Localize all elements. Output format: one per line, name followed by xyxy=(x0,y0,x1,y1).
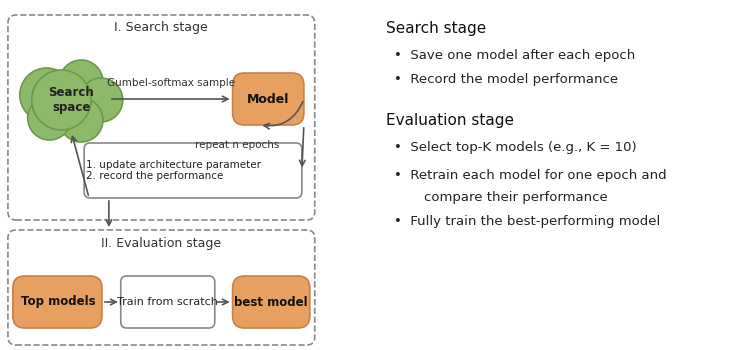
FancyBboxPatch shape xyxy=(13,276,102,328)
Text: Gumbel-softmax sample: Gumbel-softmax sample xyxy=(107,78,235,88)
Text: repeat n epochs: repeat n epochs xyxy=(195,140,280,150)
Text: 1. update architecture parameter
2. record the performance: 1. update architecture parameter 2. reco… xyxy=(86,160,261,181)
Text: Top models: Top models xyxy=(21,295,95,308)
Circle shape xyxy=(79,78,123,122)
Text: best model: best model xyxy=(235,295,308,308)
Text: •  Save one model after each epoch: • Save one model after each epoch xyxy=(394,49,635,62)
Circle shape xyxy=(59,98,103,142)
Circle shape xyxy=(59,60,103,104)
FancyBboxPatch shape xyxy=(232,276,310,328)
FancyBboxPatch shape xyxy=(232,73,304,125)
Text: Train from scratch: Train from scratch xyxy=(118,297,218,307)
Text: I. Search stage: I. Search stage xyxy=(115,21,208,35)
Text: •  Fully train the best-performing model: • Fully train the best-performing model xyxy=(394,216,660,229)
Text: Model: Model xyxy=(247,92,289,105)
Text: Search stage: Search stage xyxy=(386,21,486,35)
Text: •  Select top-K models (e.g., K = 10): • Select top-K models (e.g., K = 10) xyxy=(394,141,636,154)
FancyBboxPatch shape xyxy=(121,276,215,328)
Text: II. Evaluation stage: II. Evaluation stage xyxy=(101,237,221,250)
FancyBboxPatch shape xyxy=(84,143,302,198)
Circle shape xyxy=(27,96,71,140)
Text: •  Retrain each model for one epoch and: • Retrain each model for one epoch and xyxy=(394,168,667,182)
Text: •  Record the model performance: • Record the model performance xyxy=(394,74,618,86)
Circle shape xyxy=(20,68,73,122)
Text: Search
space: Search space xyxy=(48,86,94,114)
Circle shape xyxy=(32,70,91,130)
Text: compare their performance: compare their performance xyxy=(423,191,608,204)
Text: Evaluation stage: Evaluation stage xyxy=(386,112,514,127)
